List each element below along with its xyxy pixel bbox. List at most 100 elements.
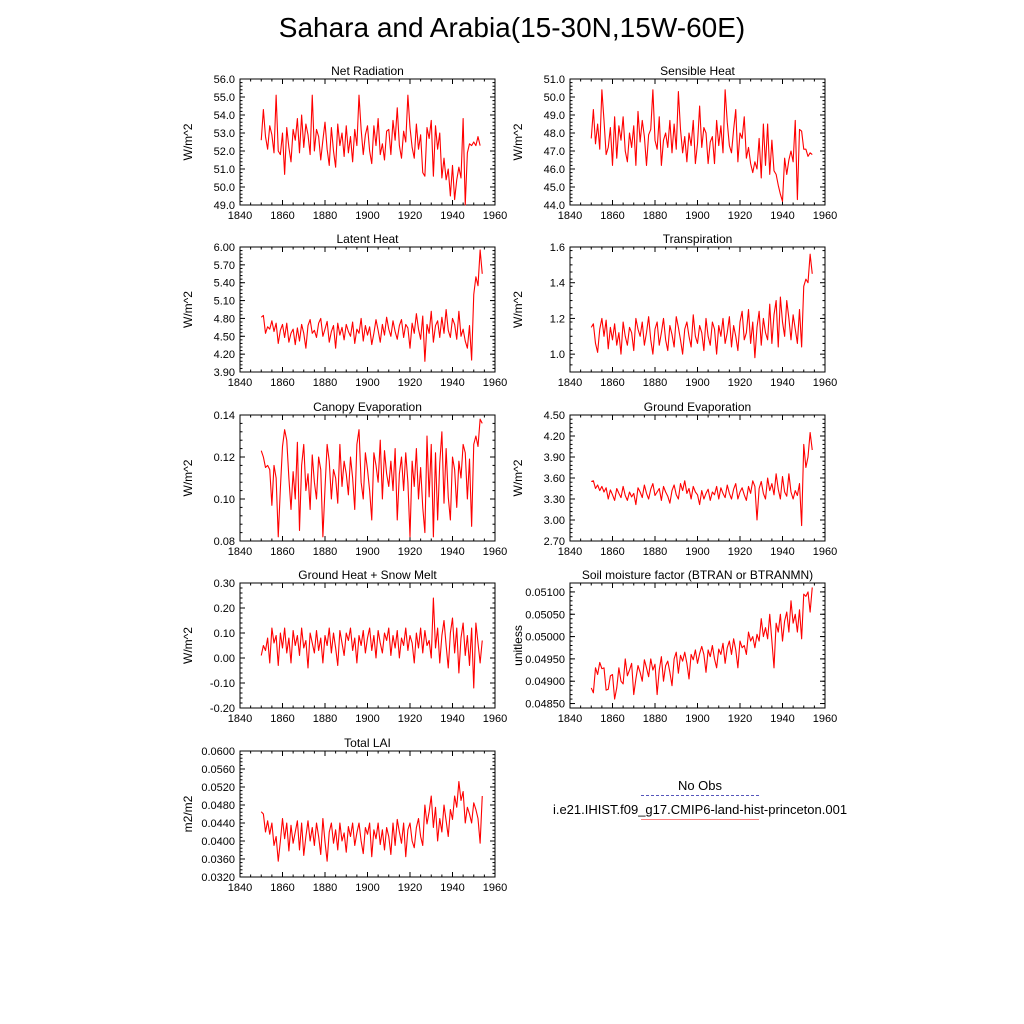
- x-tick-label: 1860: [600, 713, 624, 725]
- panel-0: Net Radiation W/m^2 1840 1860 1880 1900 1920 19…: [181, 64, 507, 222]
- y-axis-label: W/m^2: [181, 459, 195, 496]
- y-axis-label: W/m^2: [511, 291, 525, 328]
- y-tick-label: 0.00: [214, 653, 235, 665]
- legend-swatch-model: [641, 819, 759, 820]
- panel-title: Net Radiation: [331, 64, 404, 78]
- y-tick-label: 4.50: [544, 410, 565, 422]
- panel-8: Total LAI m2/m2 1840 1860 1880 1900 1920 1940 19…: [181, 736, 507, 894]
- series-line-0: [260, 418, 483, 538]
- x-tick-label: 1960: [813, 210, 837, 222]
- y-tick-label: 0.20: [214, 603, 235, 615]
- x-tick-label: 1860: [600, 210, 624, 222]
- panel-title: Ground Heat + Snow Melt: [298, 568, 437, 582]
- x-tick-label: 1920: [398, 713, 422, 725]
- panel-title: Transpiration: [663, 232, 733, 246]
- y-tick-label: 0.12: [214, 452, 235, 464]
- y-tick-label: 47.0: [544, 146, 565, 158]
- x-tick-label: 1860: [600, 377, 624, 389]
- panel-title: Total LAI: [344, 736, 391, 750]
- x-tick-label: 1920: [728, 713, 752, 725]
- x-tick-label: 1880: [643, 377, 667, 389]
- y-tick-label: 5.10: [214, 296, 235, 308]
- x-tick-label: 1860: [270, 546, 294, 558]
- y-tick-label: 4.20: [544, 431, 565, 443]
- x-tick-label: 1840: [558, 713, 582, 725]
- y-axis-label: W/m^2: [181, 123, 195, 160]
- y-tick-label: 0.0360: [201, 854, 235, 866]
- y-tick-label: 4.20: [214, 349, 235, 361]
- plot-frame: [239, 246, 496, 373]
- legend-entry-obs: No Obs: [677, 778, 723, 793]
- y-tick-label: 0.0480: [201, 800, 235, 812]
- y-tick-label: 44.0: [544, 200, 565, 212]
- x-tick-label: 1920: [398, 210, 422, 222]
- y-tick-label: 3.00: [544, 515, 565, 527]
- plot-frame: [569, 414, 826, 542]
- x-tick-label: 1940: [440, 377, 464, 389]
- y-tick-label: 0.05000: [525, 632, 565, 644]
- x-tick-label: 1920: [728, 377, 752, 389]
- x-tick-label: 1840: [228, 882, 252, 894]
- x-tick-label: 1880: [643, 210, 667, 222]
- y-tick-label: 0.0440: [201, 818, 235, 830]
- x-tick-label: 1840: [228, 210, 252, 222]
- y-tick-label: 50.0: [544, 92, 565, 104]
- series-line-0: [260, 94, 481, 206]
- x-tick-label: 1940: [440, 882, 464, 894]
- series-line-0: [590, 587, 813, 700]
- y-tick-label: 1.0: [550, 349, 565, 361]
- x-tick-label: 1900: [355, 210, 379, 222]
- y-tick-label: 48.0: [544, 128, 565, 140]
- y-tick-label: 0.30: [214, 578, 235, 590]
- x-tick-label: 1900: [685, 546, 709, 558]
- x-tick-label: 1960: [483, 882, 507, 894]
- x-tick-label: 1880: [313, 377, 337, 389]
- y-tick-label: 0.10: [214, 494, 235, 506]
- x-tick-label: 1840: [558, 546, 582, 558]
- panel-7: Soil moisture factor (BTRAN or BTRANMN) u…: [511, 568, 837, 725]
- y-axis-label: W/m^2: [181, 291, 195, 328]
- x-tick-label: 1940: [440, 713, 464, 725]
- x-tick-label: 1940: [440, 546, 464, 558]
- x-tick-label: 1960: [483, 210, 507, 222]
- panel-title: Ground Evaporation: [644, 400, 751, 414]
- plot-frame: [239, 582, 496, 709]
- series-line-0: [590, 253, 813, 359]
- panel-title: Latent Heat: [336, 232, 399, 246]
- x-tick-label: 1840: [228, 546, 252, 558]
- y-tick-label: 0.0520: [201, 782, 235, 794]
- x-tick-label: 1880: [313, 882, 337, 894]
- x-tick-label: 1900: [685, 210, 709, 222]
- y-tick-label: 5.70: [214, 260, 235, 272]
- panel-title: Canopy Evaporation: [313, 400, 422, 414]
- y-tick-label: -0.20: [210, 703, 235, 715]
- legend-entry-model: i.e21.IHIST.f09_g17.CMIP6-land-hist-prin…: [552, 802, 848, 817]
- x-tick-label: 1920: [398, 882, 422, 894]
- x-tick-label: 1940: [770, 713, 794, 725]
- y-tick-label: 0.10: [214, 628, 235, 640]
- y-tick-label: 53.0: [214, 128, 235, 140]
- series-line-0: [591, 431, 813, 527]
- y-tick-label: 6.00: [214, 242, 235, 254]
- x-tick-label: 1840: [228, 377, 252, 389]
- y-tick-label: 0.0600: [201, 746, 235, 758]
- figure-title: Sahara and Arabia(15-30N,15W-60E): [278, 12, 746, 43]
- x-tick-label: 1920: [728, 210, 752, 222]
- y-tick-label: 0.0400: [201, 836, 235, 848]
- y-tick-label: 1.6: [550, 242, 565, 254]
- x-tick-label: 1900: [355, 546, 379, 558]
- x-tick-label: 1960: [483, 713, 507, 725]
- panel-4: Canopy Evaporation W/m^2 1840 1860 1880 1900 1…: [181, 400, 507, 558]
- y-tick-label: 3.90: [214, 367, 235, 379]
- y-tick-label: -0.10: [210, 678, 235, 690]
- y-tick-label: 0.0560: [201, 764, 235, 776]
- x-tick-label: 1960: [813, 713, 837, 725]
- y-tick-label: 0.04850: [525, 699, 565, 711]
- y-axis-label: W/m^2: [511, 459, 525, 496]
- y-tick-label: 49.0: [214, 200, 235, 212]
- x-tick-label: 1860: [270, 882, 294, 894]
- y-tick-label: 56.0: [214, 74, 235, 86]
- x-tick-label: 1880: [313, 713, 337, 725]
- y-tick-label: 5.40: [214, 278, 235, 290]
- panel-1: Sensible Heat W/m^2 1840 1860 1880 1900 1920 19…: [511, 64, 837, 222]
